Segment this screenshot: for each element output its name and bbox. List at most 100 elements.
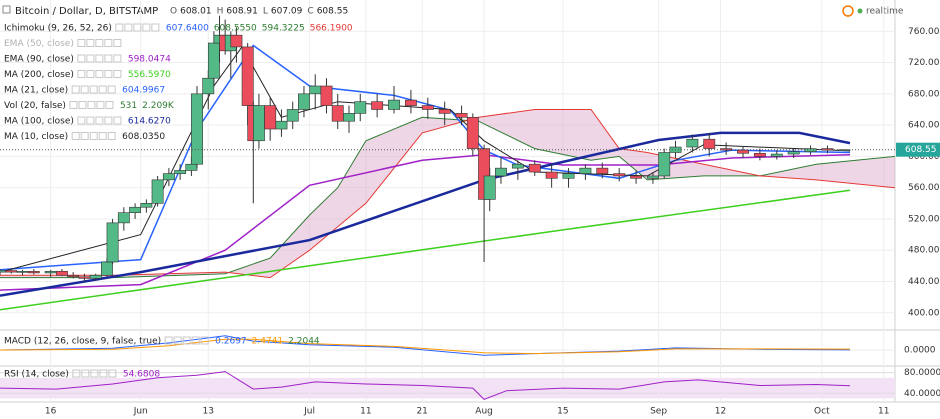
legend-icon[interactable] (78, 101, 87, 109)
legend-icon[interactable] (104, 116, 113, 125)
legend-icon[interactable] (107, 132, 116, 140)
legend-icon[interactable] (77, 70, 86, 78)
legend-icon[interactable] (115, 23, 124, 32)
legend-icon[interactable] (89, 85, 98, 94)
legend-icon[interactable] (86, 70, 95, 78)
legend-icon[interactable] (80, 85, 89, 94)
legend-icon[interactable] (173, 336, 182, 345)
candle-body (264, 105, 277, 130)
candle-body (174, 170, 187, 174)
ohlc-value: 607.09 (271, 7, 303, 17)
candle-body (67, 274, 80, 278)
legend-icon[interactable] (86, 39, 95, 47)
legend-icon[interactable] (104, 39, 113, 47)
status-text: realtime (866, 7, 904, 17)
candle-body (630, 175, 642, 179)
candle-body (151, 179, 164, 204)
legend-icon[interactable] (81, 369, 90, 378)
legend-icon[interactable] (151, 23, 160, 32)
x-tick-label: 12 (715, 407, 726, 417)
legend-icon[interactable] (87, 101, 96, 109)
candle-body (545, 171, 558, 179)
macd-line (0, 335, 851, 356)
legend-readout: 2.2044 (288, 337, 320, 347)
legend-icon[interactable] (71, 85, 80, 94)
candle-body (230, 34, 243, 48)
candle-body (89, 274, 102, 279)
candle-body (388, 99, 400, 110)
x-tick-label: 11 (360, 407, 371, 417)
candle-body (185, 163, 198, 171)
y-tick-label: 520.00 (908, 214, 940, 224)
legend-icon[interactable] (98, 85, 107, 94)
legend-icon[interactable] (89, 132, 98, 140)
legend-icon[interactable] (86, 116, 95, 125)
candle-body (253, 105, 265, 142)
y-tick-label: 80.0000 (904, 368, 940, 378)
legend-icon[interactable] (113, 54, 122, 63)
last-price-tag (896, 142, 940, 157)
legend-icon[interactable] (105, 101, 114, 109)
legend-icon[interactable] (191, 336, 200, 345)
candle-body (191, 93, 203, 165)
legend-name: Ichimoku (9, 26, 52, 26) (4, 24, 112, 34)
legend-icon[interactable] (72, 369, 81, 378)
legend-icon[interactable] (95, 116, 104, 125)
legend-icon[interactable] (113, 116, 122, 125)
legend-readout: 604.9967 (122, 86, 165, 96)
legend-readout: 566.1900 (310, 24, 353, 34)
legend-icon[interactable] (98, 132, 107, 140)
y-tick-label: 720.00 (908, 58, 940, 68)
legend-icon[interactable] (95, 39, 104, 47)
candle-body (286, 109, 299, 122)
candle-body (101, 261, 113, 276)
candle-body (753, 152, 766, 157)
legend-icon[interactable] (104, 70, 113, 78)
x-tick-label: Oct (814, 407, 830, 417)
legend-icon[interactable] (182, 336, 191, 345)
legend-icon[interactable] (80, 132, 89, 140)
legend-icon[interactable] (95, 70, 104, 78)
legend-icon[interactable] (71, 132, 80, 140)
candle-body (686, 138, 699, 148)
chart-title: Bitcoin / Dollar, D, BITSTAMP (15, 6, 158, 17)
legend-icon[interactable] (108, 369, 117, 378)
legend-icon[interactable] (69, 101, 78, 109)
x-tick-label: 21 (416, 407, 427, 417)
collapse-icon[interactable] (2, 5, 11, 14)
legend-icon[interactable] (86, 54, 95, 63)
y-tick-label: 440.00 (908, 277, 940, 287)
legend-icon[interactable] (113, 70, 122, 78)
legend-readout: 531 (120, 101, 137, 111)
candle-body (5, 270, 18, 273)
candle-body (162, 173, 175, 181)
y-tick-label: 640.00 (908, 121, 940, 131)
legend-icon[interactable] (90, 369, 99, 378)
legend-icon[interactable] (133, 23, 142, 32)
legend-readout: 2.209K (142, 101, 175, 111)
legend-icon[interactable] (77, 39, 86, 47)
y-tick-label: 680.00 (908, 89, 940, 99)
legend-icon[interactable] (77, 116, 86, 125)
legend-icon[interactable] (124, 23, 133, 32)
legend-icon[interactable] (142, 23, 151, 32)
legend-icon[interactable] (113, 39, 122, 47)
legend-icon[interactable] (104, 54, 113, 63)
legend-readout: 607.6400 (166, 24, 209, 34)
rsi-line (0, 371, 851, 400)
legend-icon[interactable] (200, 336, 209, 345)
x-tick-label: 11 (878, 407, 889, 417)
legend-name: EMA (90, close) (4, 55, 74, 65)
legend-icon[interactable] (96, 101, 105, 109)
legend-icon[interactable] (164, 336, 173, 345)
legend-icon[interactable] (107, 85, 116, 94)
legend-icon[interactable] (99, 369, 108, 378)
candle-body (309, 85, 322, 95)
x-tick-label: Sep (650, 407, 667, 417)
candle-body (438, 109, 451, 114)
legend-icon[interactable] (95, 54, 104, 63)
candle-body (455, 113, 468, 118)
legend-icon[interactable] (77, 54, 86, 63)
ohlc-letter: C (307, 7, 313, 17)
